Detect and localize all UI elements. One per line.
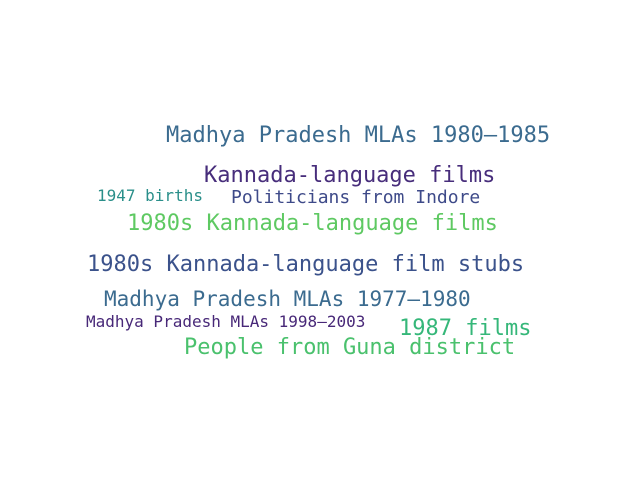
word-madhya-pradesh-mlas-1977-1980: Madhya Pradesh MLAs 1977–1980 [104, 287, 471, 311]
word-politicians-from-indore: Politicians from Indore [231, 187, 481, 208]
word-1980s-kannada-language-film-stubs: 1980s Kannada-language film stubs [87, 252, 525, 277]
word-1947-births: 1947 births [97, 186, 203, 205]
word-kannada-language-films: Kannada-language films [204, 163, 496, 188]
word-1980s-kannada-language-films: 1980s Kannada-language films [127, 211, 498, 236]
word-people-from-guna-district: People from Guna district [184, 335, 516, 360]
word-madhya-pradesh-mlas-1980-1985: Madhya Pradesh MLAs 1980–1985 [166, 123, 551, 148]
word-madhya-pradesh-mlas-1998-2003: Madhya Pradesh MLAs 1998–2003 [86, 312, 366, 331]
word-1987-films: 1987 films [399, 316, 532, 341]
